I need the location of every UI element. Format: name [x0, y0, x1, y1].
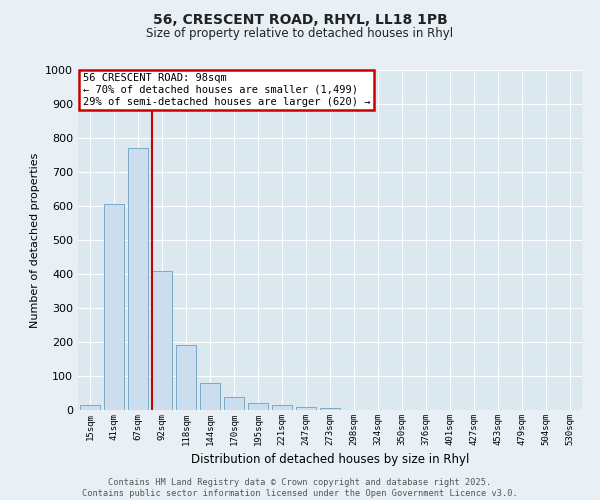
Text: Size of property relative to detached houses in Rhyl: Size of property relative to detached ho…	[146, 28, 454, 40]
Bar	[296, 406, 316, 410]
Bar	[176, 346, 196, 410]
Bar	[152, 270, 172, 410]
Bar	[128, 148, 148, 410]
Text: 56 CRESCENT ROAD: 98sqm
← 70% of detached houses are smaller (1,499)
29% of semi: 56 CRESCENT ROAD: 98sqm ← 70% of detache…	[83, 74, 371, 106]
Y-axis label: Number of detached properties: Number of detached properties	[29, 152, 40, 328]
Bar	[272, 405, 292, 410]
Bar	[224, 398, 244, 410]
X-axis label: Distribution of detached houses by size in Rhyl: Distribution of detached houses by size …	[191, 454, 469, 466]
Bar	[320, 408, 340, 410]
Text: Contains HM Land Registry data © Crown copyright and database right 2025.
Contai: Contains HM Land Registry data © Crown c…	[82, 478, 518, 498]
Text: 56, CRESCENT ROAD, RHYL, LL18 1PB: 56, CRESCENT ROAD, RHYL, LL18 1PB	[152, 12, 448, 26]
Bar	[248, 403, 268, 410]
Bar	[80, 405, 100, 410]
Bar	[104, 204, 124, 410]
Bar	[200, 384, 220, 410]
